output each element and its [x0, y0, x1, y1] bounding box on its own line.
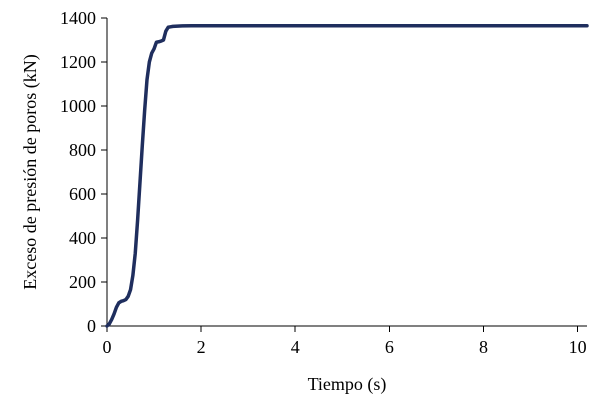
x-axis-title: Tiempo (s) [308, 374, 387, 395]
y-axis-title: Exceso de presión de poros (kN) [20, 54, 41, 289]
x-tick-label: 10 [569, 337, 587, 357]
chart-ticks: 0 200 400 600 800 1000 1200 1400 0 2 4 6 8 10 [60, 8, 587, 357]
x-tick-label: 4 [291, 337, 300, 357]
x-tick-label: 6 [385, 337, 394, 357]
y-tick-label: 200 [69, 272, 96, 292]
x-tick-label: 0 [103, 337, 112, 357]
y-tick-label: 400 [69, 228, 96, 248]
chart-axes [106, 18, 587, 327]
y-tick-label: 1400 [60, 8, 96, 28]
chart-plot-area [105, 23, 589, 328]
x-tick-label: 8 [479, 337, 488, 357]
y-tick-label: 1200 [60, 52, 96, 72]
series-line [105, 23, 589, 328]
y-tick-label: 800 [69, 140, 96, 160]
y-tick-label: 0 [87, 316, 96, 336]
y-tick-label: 1000 [60, 96, 96, 116]
x-tick-label: 2 [197, 337, 206, 357]
y-tick-label: 600 [69, 184, 96, 204]
